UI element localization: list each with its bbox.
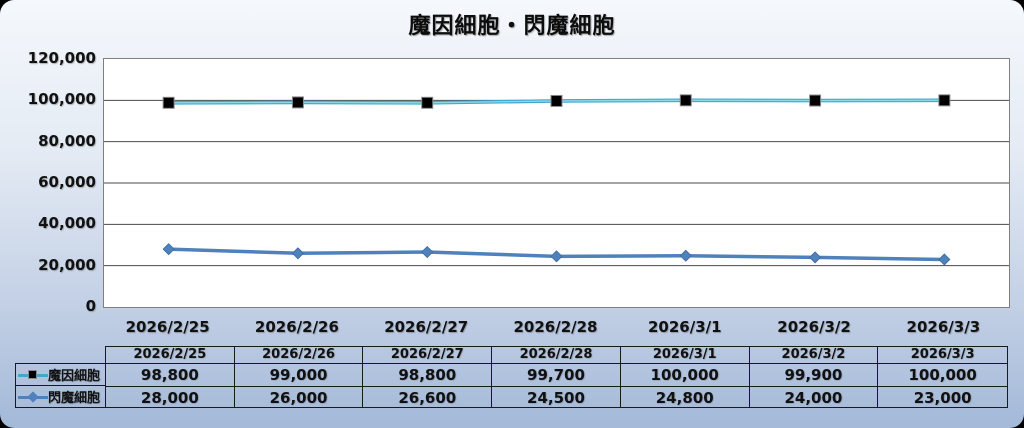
- table-value-cell: 99,000: [234, 364, 364, 387]
- diamond-marker: [679, 249, 692, 262]
- diamond-marker: [550, 250, 563, 263]
- x-axis-tick-label: 2026/3/3: [906, 318, 981, 336]
- table-header-cell: 2026/3/1: [620, 347, 750, 364]
- x-axis-tick-label: 2026/2/28: [513, 318, 598, 336]
- table-value-cell: 23,000: [878, 387, 1007, 408]
- legend-item: 魔因細胞: [16, 364, 105, 386]
- table-legend-column: 魔因細胞 閃魔細胞: [15, 363, 105, 408]
- table-row: 98,800 99,000 98,800 99,700 100,000 99,900 100…: [106, 364, 1007, 387]
- table-value-cell: 100,000: [878, 364, 1007, 387]
- legend-label: 魔因細胞: [48, 369, 101, 384]
- series1-key-icon: [18, 369, 48, 381]
- y-axis-tick-label: 80,000: [38, 131, 96, 150]
- square-marker: [938, 94, 951, 107]
- table-value-cell: 100,000: [620, 364, 750, 387]
- square-marker: [550, 94, 563, 107]
- diamond-marker: [291, 247, 304, 260]
- diamond-marker: [938, 253, 951, 266]
- chart-title: 魔因細胞・閃魔細胞: [408, 14, 616, 39]
- legend-item: 閃魔細胞: [16, 386, 105, 407]
- table-header-cell: 2026/3/2: [749, 347, 879, 364]
- table-value-cell: 24,000: [749, 387, 879, 408]
- table-value-cell: 24,800: [620, 387, 750, 408]
- x-axis-tick-label: 2026/3/2: [777, 318, 851, 336]
- table-header-cell: 2026/2/28: [492, 347, 621, 364]
- table-value-cell: 26,600: [363, 387, 493, 408]
- table-value-cell: 24,500: [492, 387, 621, 408]
- y-axis-tick-label: 40,000: [38, 214, 96, 233]
- y-axis-tick-label: 60,000: [38, 173, 96, 191]
- plot-area: [103, 58, 1010, 308]
- table-value-cell: 99,900: [749, 364, 879, 387]
- diamond-marker-icon: [27, 390, 39, 403]
- square-marker: [679, 94, 692, 107]
- x-axis-tick-label: 2026/2/25: [125, 318, 210, 336]
- square-marker: [291, 96, 304, 109]
- square-marker: [162, 96, 175, 109]
- diamond-marker: [162, 243, 175, 256]
- table-value-cell: 98,800: [363, 364, 493, 387]
- table-value-cell: 98,800: [106, 364, 235, 387]
- table-header-cell: 2026/2/25: [106, 347, 235, 364]
- x-axis-tick-label: 2026/2/26: [254, 318, 339, 336]
- diamond-marker: [421, 245, 434, 259]
- square-marker-icon: [28, 369, 37, 379]
- square-marker: [421, 96, 434, 109]
- square-marker: [809, 94, 822, 107]
- x-axis-tick-label: 2026/2/27: [384, 318, 469, 336]
- table-row: 28,000 26,000 26,600 24,500 24,800 24,000 23,0…: [106, 387, 1007, 408]
- table-value-cell: 28,000: [106, 387, 235, 408]
- y-axis-tick-label: 100,000: [27, 90, 96, 109]
- table-header-cell: 2026/3/3: [878, 347, 1007, 364]
- table-header-cell: 2026/2/26: [234, 347, 364, 364]
- legend-label: 閃魔細胞: [48, 391, 101, 406]
- table-header-cell: 2026/2/27: [363, 347, 493, 364]
- data-table: 2026/2/25 2026/2/26 2026/2/27 2026/2/28 2026…: [105, 346, 1008, 408]
- table-value-cell: 26,000: [234, 387, 364, 408]
- x-axis-tick-label: 2026/3/1: [647, 318, 722, 336]
- line-chart: [104, 94, 1009, 267]
- table-row: 2026/2/25 2026/2/26 2026/2/27 2026/2/28 2026…: [106, 347, 1007, 364]
- diamond-marker: [809, 251, 822, 264]
- y-axis-tick-label: 0: [85, 297, 96, 315]
- series2-key-icon: [18, 390, 48, 403]
- y-axis-tick-label: 120,000: [27, 49, 96, 67]
- table-value-cell: 99,700: [492, 364, 621, 387]
- y-axis-tick-label: 20,000: [38, 255, 96, 274]
